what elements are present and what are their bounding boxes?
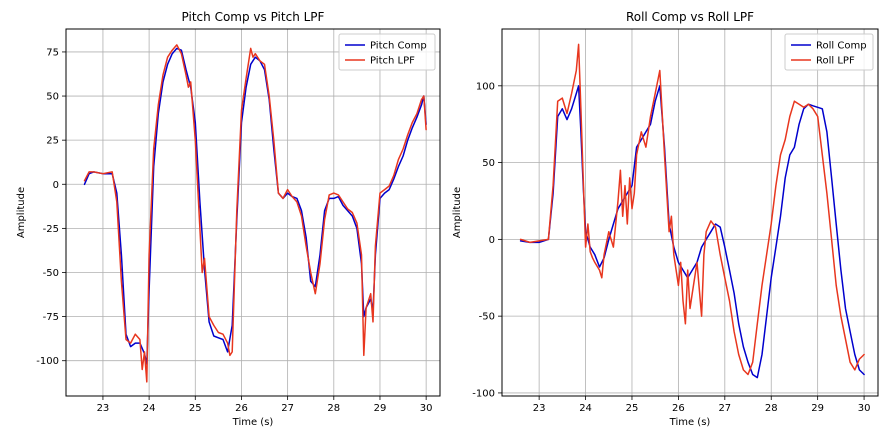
pitch-x-tick-label: 27	[281, 403, 294, 414]
roll-x-axis-label: Time (s)	[669, 417, 711, 428]
roll-y-axis-label: Amplitude	[452, 187, 463, 238]
pitch-x-tick-label: 24	[143, 403, 156, 414]
roll-chart: 23 24 25 26 27 28 29 30 -100 -50 0 50 100 Roll Comp v…	[452, 10, 879, 428]
pitch-x-tick-label: 26	[235, 403, 248, 414]
roll-series-roll-lpf	[519, 43, 865, 376]
roll-y-tick-label: -100	[472, 388, 495, 399]
roll-x-tick-label: 30	[858, 403, 871, 414]
roll-chart-title: Roll Comp vs Roll LPF	[626, 10, 754, 24]
roll-y-tick-label: -50	[479, 312, 495, 323]
pitch-legend-box	[338, 33, 436, 71]
pitch-series-group	[83, 44, 427, 383]
pitch-x-tick-label: 29	[374, 403, 387, 414]
roll-x-tick-label: 28	[765, 403, 778, 414]
roll-series-group	[519, 43, 865, 379]
pitch-y-tick-label: -25	[43, 224, 59, 235]
roll-x-tick-label: 26	[672, 403, 685, 414]
pitch-y-tick-label: -50	[43, 268, 59, 279]
roll-x-tick-label: 29	[811, 403, 824, 414]
pitch-y-tick-label: 75	[46, 47, 59, 58]
roll-legend-label-roll-lpf: Roll LPF	[816, 56, 855, 67]
pitch-y-tick-label: 50	[46, 92, 59, 103]
pitch-y-tick-label: 0	[53, 180, 59, 191]
pitch-series-pitch-lpf	[83, 44, 427, 383]
pitch-x-tick-label: 28	[327, 403, 340, 414]
roll-series-roll-comp	[519, 85, 865, 379]
pitch-axes-frame	[65, 28, 441, 397]
pitch-y-axis-label: Amplitude	[16, 187, 27, 238]
pitch-legend-label-pitch-lpf: Pitch LPF	[370, 56, 415, 67]
pitch-x-tick-label: 30	[420, 403, 433, 414]
pitch-y-tick-label: -75	[43, 312, 59, 323]
pitch-y-tick-label: -100	[36, 356, 59, 367]
pitch-chart: 23 24 25 26 27 28 29 30 -100 -75 -50 -25 0 25 50 75 Pitc…	[16, 10, 441, 428]
pitch-y-tick-label: 25	[46, 136, 59, 147]
roll-y-tick-label: 0	[489, 235, 495, 246]
roll-legend: Roll Comp Roll LPF	[784, 33, 874, 71]
pitch-legend-label-pitch-comp: Pitch Comp	[370, 41, 427, 52]
roll-y-tick-label: 100	[476, 81, 495, 92]
pitch-x-axis-label: Time (s)	[232, 417, 274, 428]
roll-x-tick-label: 24	[579, 403, 592, 414]
pitch-x-tick-label: 23	[97, 403, 110, 414]
roll-legend-box	[784, 33, 874, 71]
roll-x-tick-label: 27	[718, 403, 731, 414]
roll-x-tick-label: 25	[626, 403, 639, 414]
roll-x-tick-label: 23	[533, 403, 546, 414]
pitch-legend: Pitch Comp Pitch LPF	[338, 33, 436, 71]
pitch-chart-title: Pitch Comp vs Pitch LPF	[182, 10, 325, 24]
pitch-x-tick-label: 25	[189, 403, 202, 414]
roll-legend-label-roll-comp: Roll Comp	[816, 41, 867, 52]
roll-axes-frame	[501, 28, 879, 397]
roll-y-tick-label: 50	[482, 158, 495, 169]
